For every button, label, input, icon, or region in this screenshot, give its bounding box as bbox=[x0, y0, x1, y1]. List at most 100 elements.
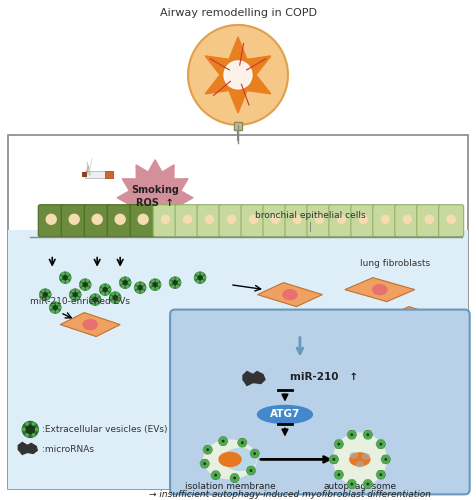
Circle shape bbox=[203, 448, 205, 451]
Circle shape bbox=[225, 440, 227, 442]
Circle shape bbox=[252, 452, 257, 456]
FancyBboxPatch shape bbox=[197, 204, 221, 236]
FancyBboxPatch shape bbox=[84, 204, 110, 236]
Circle shape bbox=[329, 458, 331, 460]
Polygon shape bbox=[257, 282, 322, 306]
Circle shape bbox=[338, 470, 341, 473]
Ellipse shape bbox=[315, 216, 323, 224]
Ellipse shape bbox=[46, 214, 56, 224]
Circle shape bbox=[223, 442, 226, 445]
Polygon shape bbox=[117, 160, 193, 236]
Polygon shape bbox=[344, 278, 414, 301]
Circle shape bbox=[141, 290, 143, 292]
Circle shape bbox=[32, 422, 35, 425]
Text: bronchial epithelial cells: bronchial epithelial cells bbox=[254, 210, 365, 220]
FancyBboxPatch shape bbox=[8, 135, 467, 490]
Circle shape bbox=[382, 456, 385, 458]
Circle shape bbox=[158, 284, 160, 286]
FancyBboxPatch shape bbox=[416, 204, 441, 236]
Circle shape bbox=[353, 434, 356, 436]
Circle shape bbox=[156, 280, 158, 282]
Text: :microRNAs: :microRNAs bbox=[42, 445, 94, 454]
FancyBboxPatch shape bbox=[328, 204, 353, 236]
Ellipse shape bbox=[293, 216, 301, 224]
Circle shape bbox=[335, 440, 338, 442]
Circle shape bbox=[88, 284, 90, 286]
Circle shape bbox=[235, 480, 237, 482]
Circle shape bbox=[331, 457, 336, 462]
Ellipse shape bbox=[224, 448, 256, 470]
Circle shape bbox=[348, 436, 351, 438]
Circle shape bbox=[208, 451, 210, 454]
Polygon shape bbox=[242, 372, 264, 386]
Circle shape bbox=[78, 294, 80, 296]
Circle shape bbox=[50, 302, 60, 313]
Circle shape bbox=[79, 284, 82, 286]
Circle shape bbox=[205, 460, 207, 462]
Circle shape bbox=[62, 274, 68, 280]
Circle shape bbox=[364, 480, 367, 482]
Circle shape bbox=[213, 473, 218, 478]
Ellipse shape bbox=[356, 462, 363, 467]
Ellipse shape bbox=[115, 214, 125, 224]
Circle shape bbox=[242, 438, 245, 441]
Circle shape bbox=[251, 455, 254, 458]
Circle shape bbox=[69, 289, 80, 300]
Circle shape bbox=[211, 471, 219, 479]
Circle shape bbox=[351, 480, 354, 482]
Circle shape bbox=[378, 442, 382, 446]
Circle shape bbox=[76, 290, 79, 292]
Circle shape bbox=[255, 450, 257, 452]
Ellipse shape bbox=[358, 216, 367, 224]
Circle shape bbox=[68, 276, 70, 279]
Circle shape bbox=[149, 284, 151, 286]
Circle shape bbox=[176, 278, 178, 280]
Ellipse shape bbox=[205, 216, 213, 224]
Circle shape bbox=[92, 296, 98, 302]
FancyBboxPatch shape bbox=[170, 310, 469, 494]
Circle shape bbox=[200, 462, 202, 465]
Circle shape bbox=[246, 470, 248, 472]
Ellipse shape bbox=[69, 214, 79, 224]
FancyBboxPatch shape bbox=[38, 204, 64, 236]
Circle shape bbox=[66, 272, 69, 275]
Circle shape bbox=[201, 460, 204, 462]
Circle shape bbox=[351, 430, 354, 433]
Circle shape bbox=[102, 286, 108, 292]
Circle shape bbox=[152, 282, 158, 288]
Circle shape bbox=[209, 448, 212, 451]
Circle shape bbox=[363, 483, 365, 486]
FancyBboxPatch shape bbox=[153, 204, 178, 236]
Ellipse shape bbox=[218, 452, 240, 466]
Circle shape bbox=[230, 477, 232, 480]
Circle shape bbox=[382, 474, 385, 476]
Circle shape bbox=[377, 470, 380, 473]
Circle shape bbox=[66, 280, 69, 282]
Circle shape bbox=[365, 432, 369, 437]
Circle shape bbox=[52, 302, 54, 305]
Circle shape bbox=[383, 457, 387, 462]
Circle shape bbox=[348, 430, 351, 433]
Circle shape bbox=[200, 272, 203, 275]
Circle shape bbox=[118, 296, 120, 299]
Circle shape bbox=[330, 456, 333, 458]
Circle shape bbox=[137, 282, 139, 285]
Circle shape bbox=[91, 294, 94, 297]
FancyBboxPatch shape bbox=[107, 204, 133, 236]
Circle shape bbox=[176, 285, 178, 288]
Circle shape bbox=[235, 474, 237, 476]
Circle shape bbox=[335, 446, 338, 448]
Circle shape bbox=[351, 436, 354, 438]
Ellipse shape bbox=[227, 216, 235, 224]
Circle shape bbox=[231, 474, 234, 476]
Circle shape bbox=[72, 292, 78, 298]
Circle shape bbox=[380, 440, 383, 442]
Circle shape bbox=[220, 442, 222, 445]
Circle shape bbox=[171, 285, 174, 288]
Circle shape bbox=[81, 280, 84, 282]
Circle shape bbox=[369, 434, 371, 436]
Circle shape bbox=[232, 476, 237, 480]
Circle shape bbox=[338, 476, 341, 478]
Circle shape bbox=[248, 472, 250, 474]
Circle shape bbox=[376, 443, 378, 446]
